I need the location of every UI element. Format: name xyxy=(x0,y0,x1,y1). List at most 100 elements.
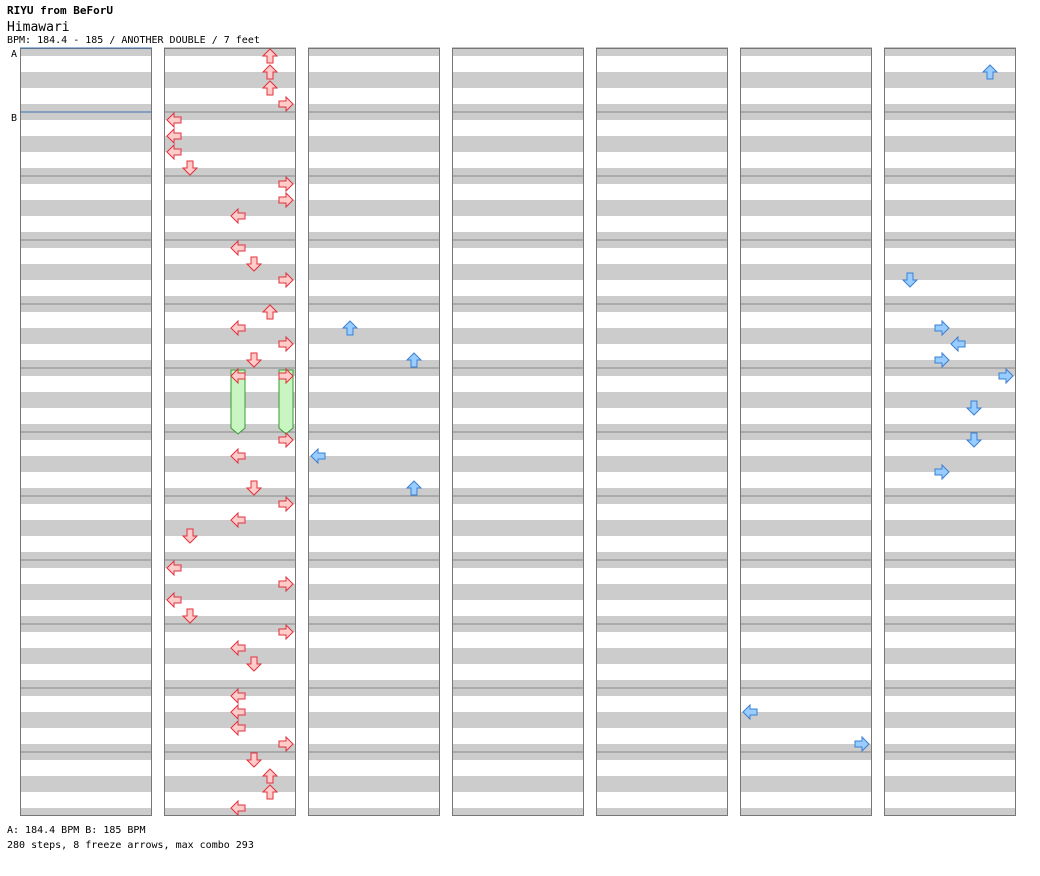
beat-stripe xyxy=(164,264,296,280)
step-arrow xyxy=(245,352,263,368)
beat-stripe xyxy=(20,176,152,184)
beat-stripe xyxy=(884,72,1016,88)
beat-stripe xyxy=(452,488,584,496)
beat-stripe xyxy=(740,648,872,664)
beat-stripe xyxy=(164,584,296,600)
beat-stripe xyxy=(308,520,440,536)
beat-stripe xyxy=(452,112,584,120)
beat-stripe xyxy=(452,176,584,184)
chart-column xyxy=(308,47,440,816)
beat-stripe xyxy=(596,648,728,664)
beat-stripe xyxy=(20,136,152,152)
beat-stripe xyxy=(596,168,728,176)
beat-stripe xyxy=(308,72,440,88)
beat-stripe xyxy=(308,496,440,504)
beat-stripe xyxy=(308,776,440,792)
beat-stripe xyxy=(452,584,584,600)
chart-column xyxy=(740,47,872,816)
beat-stripe xyxy=(452,424,584,432)
beat-stripe xyxy=(308,104,440,112)
alt-color-arrow xyxy=(854,735,870,753)
beat-stripe xyxy=(740,112,872,120)
bpm-legend: A: 184.4 BPM B: 185 BPM xyxy=(7,825,146,836)
beat-stripe xyxy=(884,368,1016,376)
beat-stripe xyxy=(452,304,584,312)
alt-color-arrow xyxy=(901,272,919,288)
step-arrow xyxy=(166,127,182,145)
step-arrow xyxy=(261,64,279,80)
step-arrow xyxy=(278,175,294,193)
beat-stripe xyxy=(308,488,440,496)
beat-stripe xyxy=(452,560,584,568)
beat-stripe xyxy=(20,744,152,752)
step-arrow xyxy=(230,447,246,465)
alt-color-arrow xyxy=(998,367,1014,385)
beat-stripe xyxy=(164,200,296,216)
beat-stripe xyxy=(20,808,152,816)
artist-label: RIYU from BeForU xyxy=(7,4,113,17)
beat-stripe xyxy=(740,104,872,112)
beat-stripe xyxy=(20,104,152,112)
beat-stripe xyxy=(884,304,1016,312)
beat-stripe xyxy=(20,432,152,440)
beat-stripe xyxy=(452,136,584,152)
alt-color-arrow xyxy=(405,480,423,496)
beat-stripe xyxy=(308,552,440,560)
beat-stripe xyxy=(884,552,1016,560)
beat-stripe xyxy=(452,624,584,632)
alt-color-arrow xyxy=(981,64,999,80)
alt-color-arrow xyxy=(341,320,359,336)
beat-stripe xyxy=(308,680,440,688)
step-arrow xyxy=(181,608,199,624)
beat-stripe xyxy=(596,200,728,216)
freeze-arrow xyxy=(278,369,294,435)
beat-stripe xyxy=(20,264,152,280)
beat-stripe xyxy=(308,392,440,408)
beat-stripe xyxy=(308,744,440,752)
beat-stripe xyxy=(20,240,152,248)
step-arrow xyxy=(278,271,294,289)
beat-stripe xyxy=(884,520,1016,536)
beat-stripe xyxy=(20,680,152,688)
step-arrow xyxy=(230,687,246,705)
step-arrow xyxy=(278,495,294,513)
beat-stripe xyxy=(20,424,152,432)
beat-stripe xyxy=(884,488,1016,496)
beat-stripe xyxy=(884,200,1016,216)
beat-stripe xyxy=(596,368,728,376)
beat-stripe xyxy=(596,560,728,568)
step-arrow xyxy=(261,784,279,800)
bpm-difficulty-line: BPM: 184.4 - 185 / ANOTHER DOUBLE / 7 fe… xyxy=(7,35,260,46)
beat-stripe xyxy=(596,584,728,600)
beat-stripe xyxy=(20,648,152,664)
beat-stripe xyxy=(452,680,584,688)
beat-stripe xyxy=(884,360,1016,368)
step-arrow xyxy=(166,143,182,161)
beat-stripe xyxy=(308,752,440,760)
beat-stripe xyxy=(596,296,728,304)
beat-stripe xyxy=(164,104,296,112)
step-arrow xyxy=(230,719,246,737)
beat-stripe xyxy=(452,648,584,664)
beat-stripe xyxy=(308,584,440,600)
chart-column xyxy=(20,47,152,816)
beat-stripe xyxy=(596,808,728,816)
beat-stripe xyxy=(884,264,1016,280)
beat-stripe xyxy=(884,432,1016,440)
beat-stripe xyxy=(20,584,152,600)
beat-stripe xyxy=(740,744,872,752)
alt-color-arrow xyxy=(934,351,950,369)
beat-stripe xyxy=(452,752,584,760)
beat-stripe xyxy=(164,488,296,496)
beat-stripe xyxy=(164,496,296,504)
beat-stripe xyxy=(308,560,440,568)
beat-stripe xyxy=(164,168,296,176)
beat-stripe xyxy=(164,296,296,304)
beat-stripe xyxy=(20,496,152,504)
beat-stripe xyxy=(308,424,440,432)
beat-stripe xyxy=(740,424,872,432)
beat-stripe xyxy=(20,552,152,560)
beat-stripe xyxy=(452,168,584,176)
beat-stripe xyxy=(740,264,872,280)
